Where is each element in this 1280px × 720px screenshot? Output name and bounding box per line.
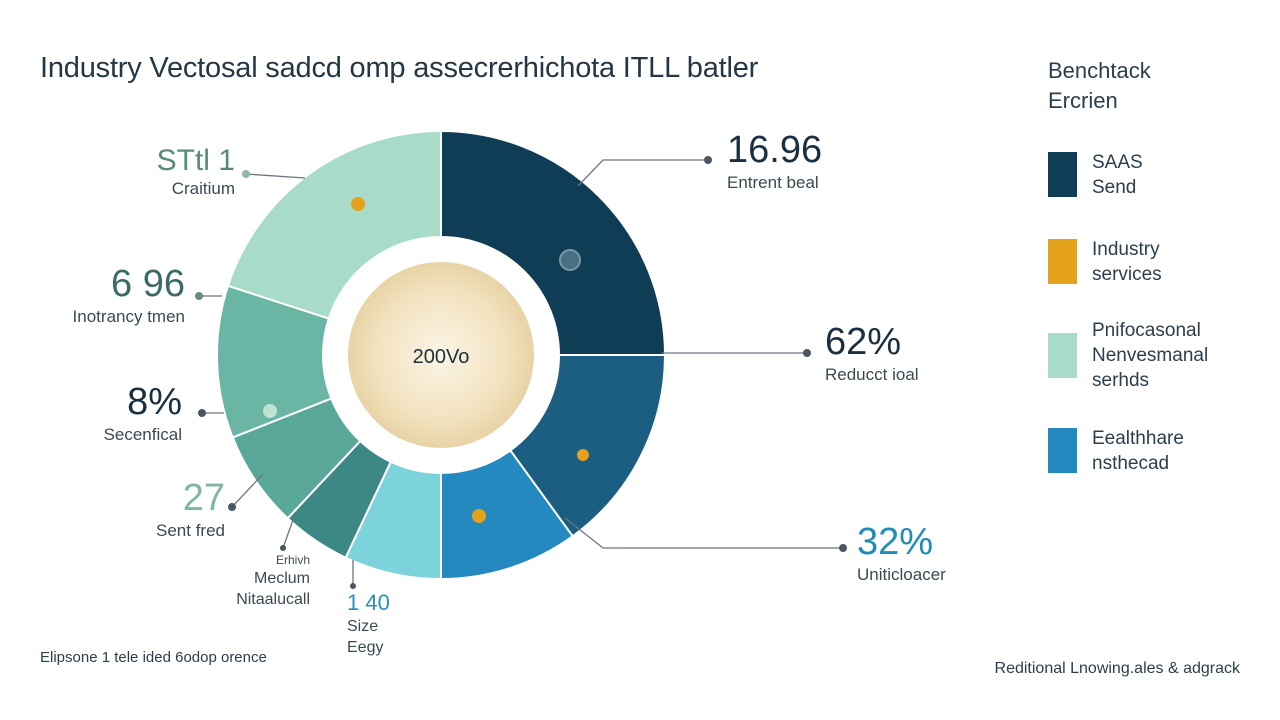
callout-label: Uniticloacer (857, 565, 946, 584)
callout-bottom-left: 27 Sent fred (156, 476, 225, 542)
callout-label: Sent fred (156, 521, 225, 540)
center-label: 200Vo (413, 346, 470, 368)
leader-dot-bottom-right (839, 544, 847, 552)
callout-value: 62% (825, 321, 902, 363)
footer-left-note: Elipsone 1 tele ided 6odop orence (40, 649, 267, 666)
callout-mid-right: 62% Reducct ioal (825, 320, 919, 386)
donut-slice-8 (226, 129, 442, 320)
callout-label: Entrent beal (727, 173, 819, 192)
slice-marker-dot (577, 449, 589, 461)
legend-label-line: Eealthhare (1092, 428, 1184, 449)
legend-label-line: Send (1092, 177, 1137, 198)
leader-line-bottom-right (564, 517, 843, 549)
callout-top-right: 16.96 Entrent beal (727, 128, 822, 194)
legend-swatch (1048, 152, 1077, 197)
leader-line-medium (282, 519, 294, 549)
leader-dot-top-right (704, 156, 712, 164)
legend-label-line: SAAS (1092, 152, 1143, 173)
callout-mid-left: 6 96 Inotrancy tmen (73, 262, 185, 328)
leader-dot-size (350, 583, 356, 589)
callout-label: Secenfical (103, 425, 182, 444)
legend-label-line: services (1092, 264, 1162, 285)
callout-label: Size (347, 618, 379, 635)
legend-label-line: serhds (1092, 370, 1150, 391)
legend-label-line: Nenvesmanal (1092, 345, 1209, 366)
leader-dot-mid-right (803, 349, 811, 357)
callout-value: 1 40 (347, 590, 390, 615)
callout-label: Eegy (347, 639, 384, 656)
legend-title: Benchtack Ercrien (1048, 56, 1151, 116)
callout-value: 8% (127, 381, 182, 423)
callout-top-left: STtl 1 Craitium (157, 144, 235, 200)
chart-title: Industry Vectosal sadcd omp assecrerhich… (40, 52, 759, 84)
leader-dot-top-left (242, 170, 250, 178)
callout-medium: Erhivh Meclum Nitaalucall (236, 552, 310, 610)
legend-swatch (1048, 239, 1077, 284)
donut-center-disc (348, 262, 534, 448)
legend-swatch (1048, 428, 1077, 473)
legend-label-line: Pnifocasonal (1092, 320, 1201, 341)
slice-marker-dot (351, 197, 365, 211)
callout-label: Nitaalucall (236, 591, 310, 608)
donut-slice-1 (440, 129, 667, 356)
callout-value: 27 (182, 477, 225, 519)
legend-label-line: nsthecad (1092, 453, 1170, 474)
legend-label: Industry services (1092, 237, 1280, 287)
donut-slices (216, 129, 667, 581)
legend-swatch (1048, 333, 1077, 378)
leader-dot-bottom-left (228, 503, 236, 511)
callout-size: 1 40 Size Eegy (347, 590, 390, 658)
callout-label: Reducct ioal (825, 365, 919, 384)
callout-lower-left: 8% Secenfical (104, 380, 182, 446)
callout-value: 16.96 (727, 129, 823, 171)
slice-marker-dot (263, 404, 277, 418)
legend-label: SAAS Send (1092, 150, 1280, 200)
legend-label: Eealthhare nsthecad (1092, 426, 1280, 476)
callout-value: 32% (857, 521, 934, 563)
leader-line-top-right (577, 159, 708, 187)
leader-line-top-left (245, 173, 306, 179)
callout-value: 6 96 (111, 263, 185, 305)
leader-dot-medium (280, 545, 286, 551)
callout-label: Meclum (253, 570, 310, 587)
legend-title-line: Benchtack (1048, 58, 1151, 83)
slice-marker-dot (472, 509, 486, 523)
leader-lines (195, 156, 847, 589)
callout-value: STtl 1 (156, 144, 235, 177)
leader-dot-lower-left (198, 409, 206, 417)
legend-label: Pnifocasonal Nenvesmanal serhds (1092, 318, 1280, 393)
callout-label: Erhivh (275, 553, 310, 567)
legend-title-line: Ercrien (1048, 88, 1118, 113)
leader-line-bottom-left (231, 473, 264, 508)
footer-right-note: Reditional Lnowing.ales & adgrack (994, 660, 1240, 677)
callout-bottom-right: 32% Uniticloacer (857, 520, 946, 586)
callout-label: Craitium (171, 179, 235, 198)
slice-marker-dot (559, 249, 581, 271)
leader-dot-mid-left (195, 292, 203, 300)
callout-label: Inotrancy tmen (72, 307, 185, 326)
legend-label-line: Industry (1092, 239, 1160, 260)
